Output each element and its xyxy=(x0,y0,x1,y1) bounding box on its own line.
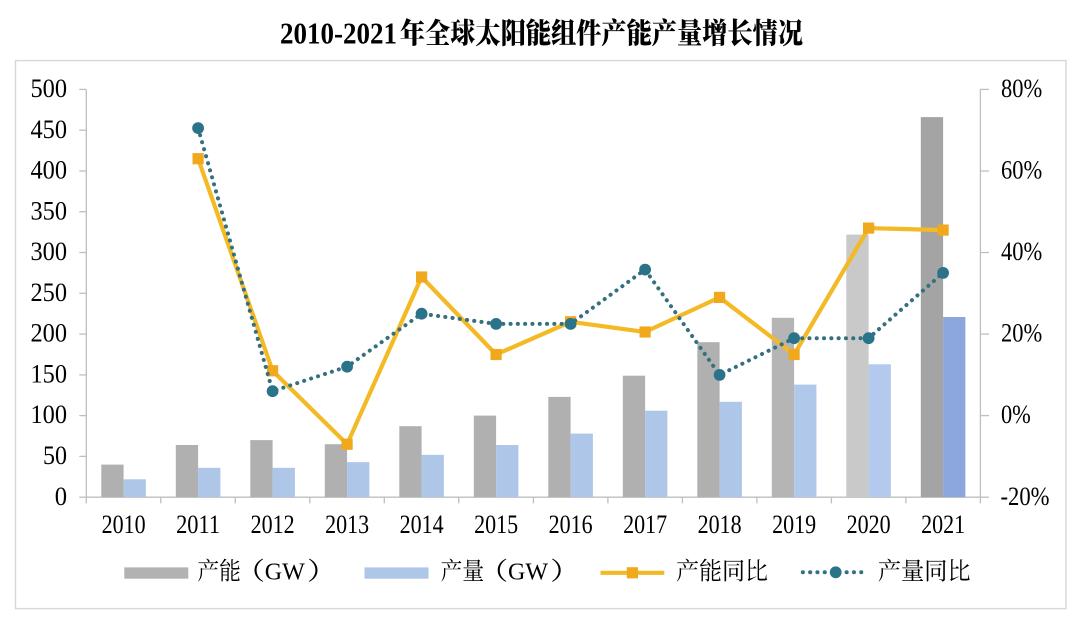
svg-text:150: 150 xyxy=(31,360,68,389)
svg-text:0%: 0% xyxy=(1001,400,1031,429)
svg-text:2020: 2020 xyxy=(847,510,891,539)
svg-text:2014: 2014 xyxy=(400,510,444,539)
svg-text:2015: 2015 xyxy=(474,510,518,539)
svg-text:400: 400 xyxy=(31,156,68,185)
svg-text:GW: GW xyxy=(508,560,548,586)
svg-text:2013: 2013 xyxy=(325,510,369,539)
svg-text:450: 450 xyxy=(31,115,68,144)
svg-text:2017: 2017 xyxy=(623,510,667,539)
svg-text:350: 350 xyxy=(31,196,68,225)
svg-text:80%: 80% xyxy=(1001,74,1042,103)
svg-text:300: 300 xyxy=(31,237,68,266)
svg-text:100: 100 xyxy=(31,400,68,429)
svg-text:2016: 2016 xyxy=(549,510,593,539)
svg-text:2010: 2010 xyxy=(102,510,146,539)
svg-text:20%: 20% xyxy=(1001,319,1042,348)
svg-text:50: 50 xyxy=(43,441,67,470)
svg-text:-20%: -20% xyxy=(1001,482,1050,511)
svg-text:2021: 2021 xyxy=(921,510,965,539)
svg-text:2019: 2019 xyxy=(772,510,816,539)
svg-text:2018: 2018 xyxy=(698,510,742,539)
svg-text:60%: 60% xyxy=(1001,156,1042,185)
svg-text:500: 500 xyxy=(31,74,68,103)
svg-text:200: 200 xyxy=(31,319,68,348)
svg-text:250: 250 xyxy=(31,278,68,307)
svg-text:GW: GW xyxy=(265,560,305,586)
svg-text:0: 0 xyxy=(55,482,67,511)
svg-text:2012: 2012 xyxy=(251,510,295,539)
svg-text:40%: 40% xyxy=(1001,237,1042,266)
svg-text:2011: 2011 xyxy=(176,510,220,539)
svg-text:2010-2021: 2010-2021 xyxy=(280,16,397,51)
